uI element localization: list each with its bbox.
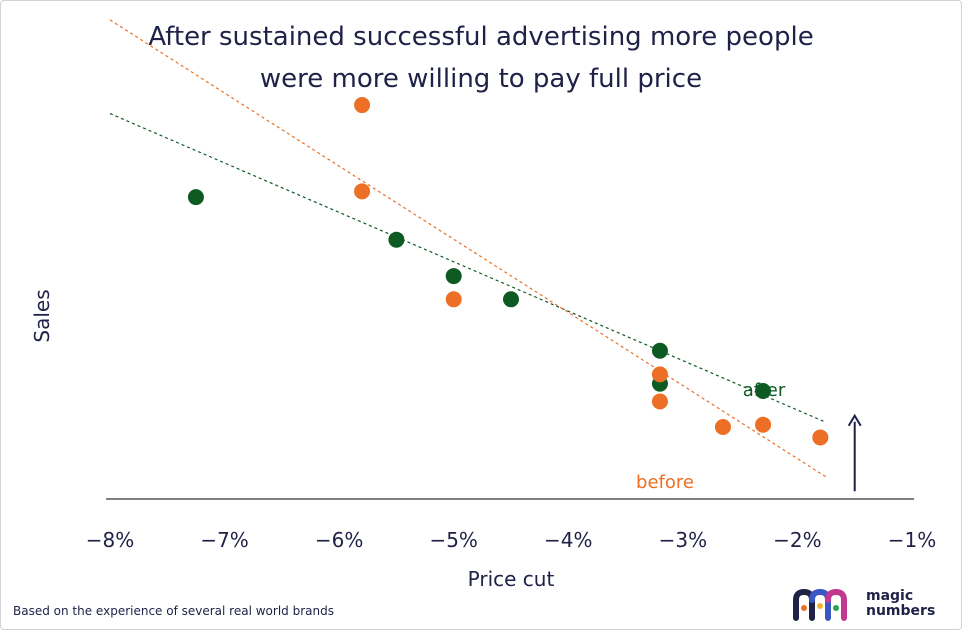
magic-numbers-logo-icon: [793, 588, 847, 621]
logo-line-2: numbers: [866, 603, 936, 619]
x-tick-label: −7%: [200, 528, 249, 552]
x-tick-label: −2%: [773, 528, 822, 552]
point-before: [714, 419, 731, 436]
up-arrow: [847, 413, 862, 492]
data-points: [187, 97, 829, 446]
point-before: [812, 429, 829, 446]
point-after: [755, 383, 772, 400]
x-axis-label: Price cut: [468, 567, 555, 591]
footnote: Based on the experience of several real …: [13, 604, 334, 618]
series-label-after: after: [743, 380, 786, 401]
point-after: [388, 231, 405, 248]
x-tick-label: −5%: [429, 528, 478, 552]
point-before: [651, 393, 668, 410]
point-before: [445, 291, 462, 308]
point-before: [354, 97, 371, 114]
x-tick-label: −4%: [544, 528, 593, 552]
y-axis-label: Sales: [30, 289, 54, 342]
trend-line-after: [109, 112, 827, 423]
x-tick-label: −3%: [659, 528, 708, 552]
point-before: [651, 366, 668, 383]
logo-wordmark: magic numbers: [866, 589, 935, 619]
x-tick-label: −6%: [315, 528, 364, 552]
point-after: [445, 268, 462, 285]
point-after: [187, 189, 204, 206]
chart-title: After sustained successful advertising m…: [0, 16, 962, 100]
series-labels: after before: [636, 380, 786, 493]
point-before: [354, 183, 371, 200]
brand-logo: magic numbers: [790, 584, 935, 624]
x-tick-label: −1%: [888, 528, 937, 552]
logo-line-1: magic: [866, 588, 914, 604]
arrow-head: [847, 413, 862, 427]
trend-line-before: [109, 19, 827, 478]
x-tick-labels: −8% −7% −6% −5% −4% −3% −2% −1%: [86, 528, 937, 552]
point-after: [651, 342, 668, 359]
point-before: [755, 416, 772, 433]
chart-title-line-1: After sustained successful advertising m…: [148, 22, 814, 52]
chart-title-line-2: were more willing to pay full price: [259, 64, 703, 94]
trend-lines: [109, 19, 827, 478]
series-label-before: before: [636, 472, 694, 493]
point-after: [503, 291, 519, 308]
x-tick-label: −8%: [86, 528, 135, 552]
